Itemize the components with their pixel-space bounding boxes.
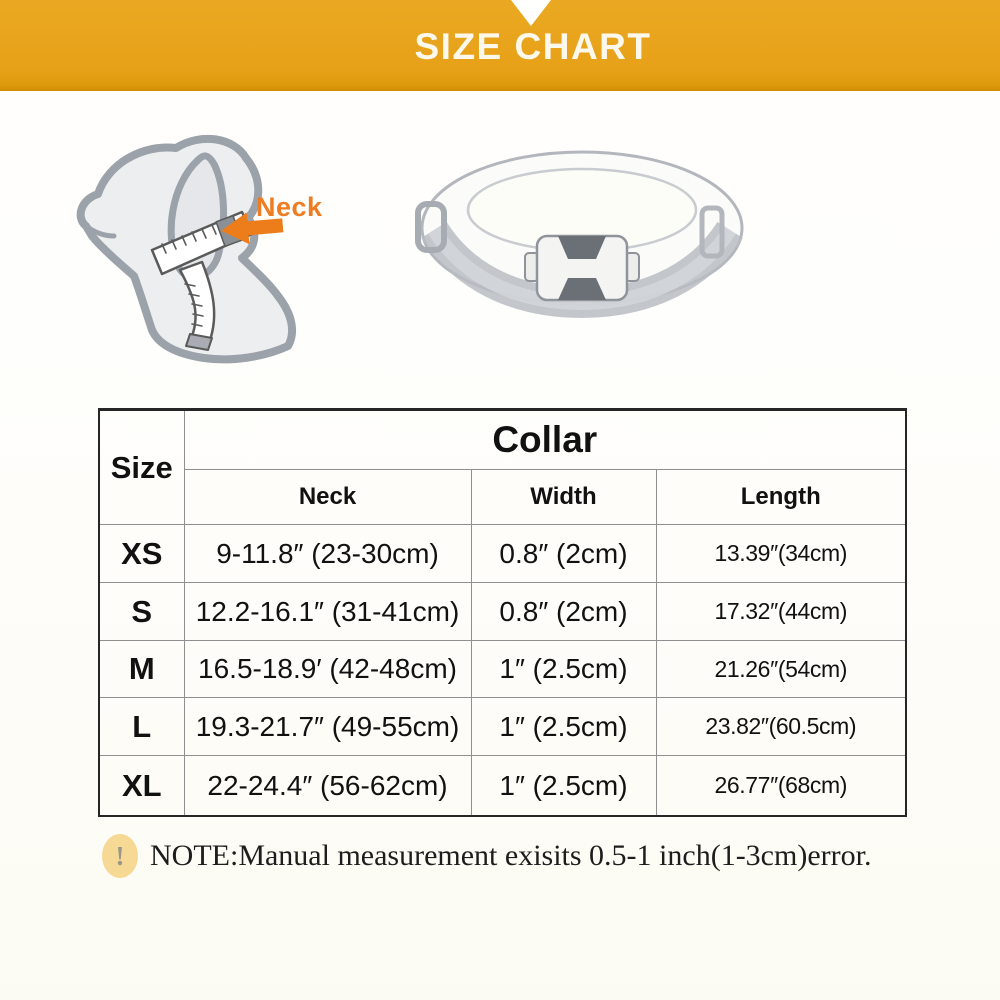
width-value: 0.8″ (2cm) <box>470 524 657 583</box>
length-value: 21.26″(54cm) <box>655 640 907 698</box>
table-row-xl: XL 22-24.4″ (56-62cm) 1″ (2.5cm) 26.77″(… <box>98 755 907 817</box>
width-value: 0.8″ (2cm) <box>470 582 657 641</box>
page-title: SIZE CHART <box>414 26 652 67</box>
collar-buckle <box>524 234 640 302</box>
table-subheader-row: Neck Width Length <box>99 469 907 525</box>
neck-value: 9-11.8″ (23-30cm) <box>183 524 472 583</box>
length-value: 13.39″(34cm) <box>655 524 907 583</box>
length-column-header: Length <box>655 469 907 525</box>
neck-value: 12.2-16.1″ (31-41cm) <box>183 582 472 641</box>
length-value: 23.82″(60.5cm) <box>655 697 907 756</box>
collar-group-header: Collar <box>183 409 907 470</box>
exclamation-icon: ! <box>102 834 138 878</box>
width-value: 1″ (2.5cm) <box>470 640 657 698</box>
table-row-xs: XS 9-11.8″ (23-30cm) 0.8″ (2cm) 13.39″(3… <box>98 524 907 583</box>
note: ! NOTE:Manual measurement exisits 0.5-1 … <box>102 834 871 878</box>
table-row-s: S 12.2-16.1″ (31-41cm) 0.8″ (2cm) 17.32″… <box>98 582 907 641</box>
neck-arrow-icon <box>221 212 284 245</box>
neck-column-header: Neck <box>183 469 472 525</box>
dog-neck-measure-illustration <box>76 134 297 364</box>
down-triangle-icon <box>511 0 551 26</box>
length-value: 26.77″(68cm) <box>655 755 907 817</box>
neck-value: 19.3-21.7″ (49-55cm) <box>183 697 472 756</box>
width-value: 1″ (2.5cm) <box>470 755 657 817</box>
neck-value: 22-24.4″ (56-62cm) <box>183 755 472 817</box>
table-row-l: L 19.3-21.7″ (49-55cm) 1″ (2.5cm) 23.82″… <box>98 697 907 756</box>
length-value: 17.32″(44cm) <box>655 582 907 641</box>
size-value: XS <box>98 524 185 583</box>
neck-value: 16.5-18.9′ (42-48cm) <box>183 640 472 698</box>
banner: SIZE CHART <box>0 0 1000 91</box>
note-text: NOTE:Manual measurement exisits 0.5-1 in… <box>150 839 872 872</box>
size-value: XL <box>98 755 185 817</box>
size-value: S <box>98 582 185 641</box>
size-value: M <box>98 640 185 698</box>
table-row-m: M 16.5-18.9′ (42-48cm) 1″ (2.5cm) 21.26″… <box>98 640 907 698</box>
neck-label: Neck <box>256 192 323 222</box>
size-table: Size Collar Neck Width Length XS 9-11.8″… <box>98 408 907 817</box>
width-column-header: Width <box>470 469 657 525</box>
size-column-header: Size <box>98 409 185 525</box>
size-value: L <box>98 697 185 756</box>
collar-product-image <box>415 150 744 318</box>
table-group-header-row: Size Collar <box>98 409 907 525</box>
width-value: 1″ (2.5cm) <box>470 697 657 756</box>
